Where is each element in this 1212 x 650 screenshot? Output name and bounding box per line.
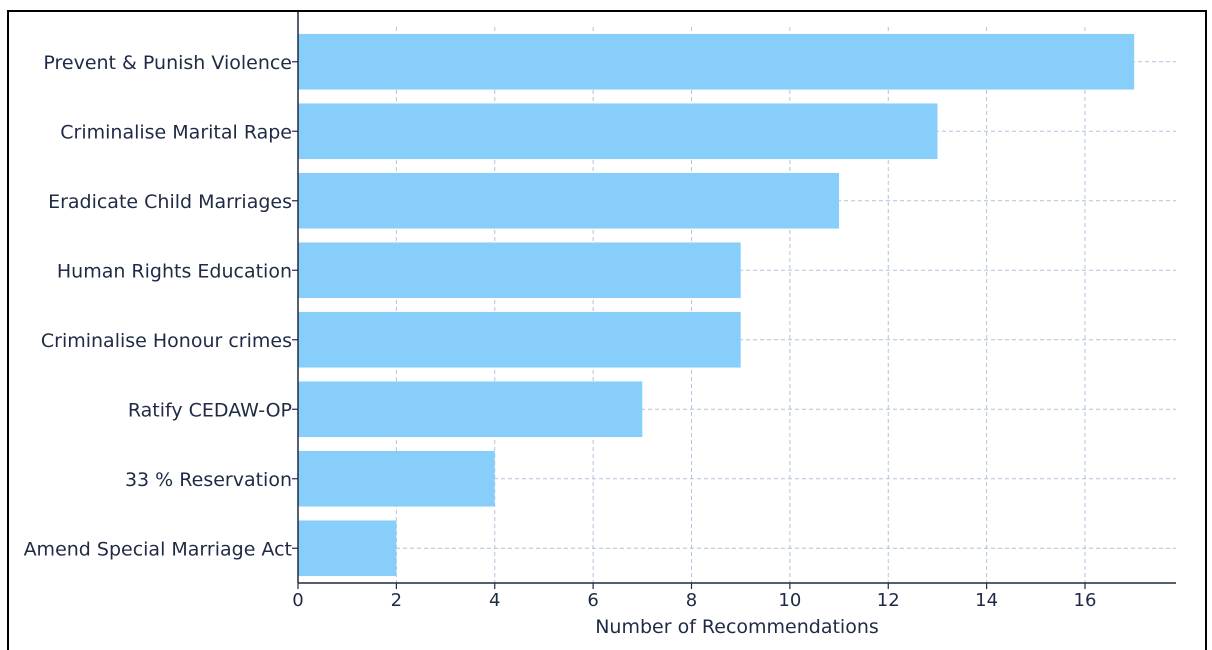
y-tick-label: Amend Special Marriage Act xyxy=(24,538,292,560)
y-tick-labels: Prevent & Punish Violence Criminalise Mar… xyxy=(24,52,298,560)
x-tick-label: 6 xyxy=(587,590,598,611)
y-tick-label: Criminalise Marital Rape xyxy=(60,121,292,143)
bar xyxy=(298,172,840,229)
bars xyxy=(298,33,1135,577)
x-tick-label: 4 xyxy=(489,590,500,611)
bar xyxy=(298,381,643,438)
bar xyxy=(298,242,741,299)
x-tick-labels: 0 2 4 6 8 10 12 14 16 xyxy=(292,583,1096,611)
x-tick-label: 10 xyxy=(778,590,801,611)
y-tick-label: Human Rights Education xyxy=(57,260,292,282)
x-tick-label: 0 xyxy=(292,590,303,611)
x-tick-label: 8 xyxy=(686,590,697,611)
bar xyxy=(298,450,495,507)
x-tick-label: 14 xyxy=(975,590,998,611)
y-tick-label: Prevent & Punish Violence xyxy=(43,52,292,74)
x-tick-label: 2 xyxy=(391,590,402,611)
x-axis-label: Number of Recommendations xyxy=(595,616,879,638)
y-tick-label: Criminalise Honour crimes xyxy=(41,330,292,352)
y-tick-label: Ratify CEDAW-OP xyxy=(128,399,292,421)
y-tick-label: 33 % Reservation xyxy=(125,469,292,491)
chart-frame xyxy=(7,10,1207,650)
bar xyxy=(298,311,741,368)
bar xyxy=(298,520,397,577)
x-tick-label: 16 xyxy=(1074,590,1097,611)
y-tick-label: Eradicate Child Marriages xyxy=(48,191,292,213)
bar xyxy=(298,33,1135,90)
x-tick-label: 12 xyxy=(877,590,900,611)
bar xyxy=(298,103,938,160)
